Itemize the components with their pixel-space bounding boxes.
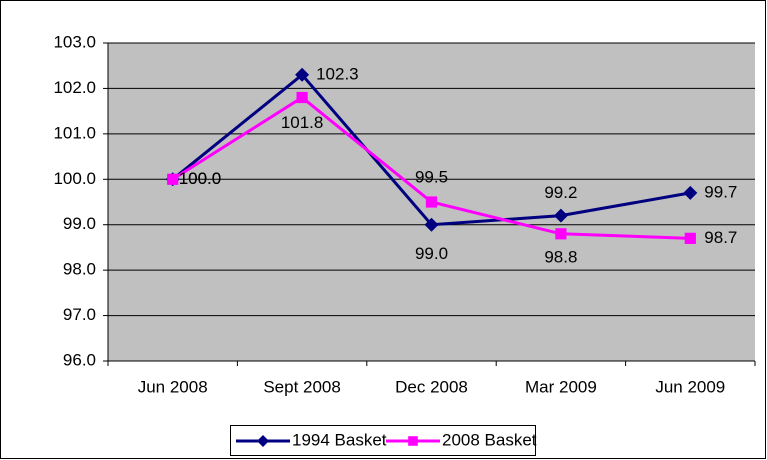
marker: [684, 232, 696, 244]
y-tick-label: 96.0: [63, 350, 96, 369]
data-label: 102.3: [316, 64, 359, 83]
y-tick-label: 100.0: [53, 169, 96, 188]
marker: [683, 185, 698, 200]
x-tick-label: Jun 2008: [138, 377, 208, 396]
y-tick-label: 102.0: [53, 78, 96, 97]
x-tick-label: Sept 2008: [263, 377, 341, 396]
marker: [553, 208, 568, 223]
data-label: 99.2: [544, 183, 577, 202]
legend-label: 1994 Basket: [292, 430, 387, 449]
marker: [167, 173, 179, 185]
data-label: 100.0: [179, 169, 222, 188]
marker: [424, 217, 439, 232]
marker: [425, 196, 438, 208]
marker: [408, 436, 418, 446]
data-label: 100.0: [179, 169, 222, 188]
marker: [555, 228, 567, 240]
data-label: 101.8: [281, 113, 324, 132]
marker: [257, 435, 269, 447]
data-label: 99.5: [415, 167, 448, 186]
y-tick-label: 98.0: [63, 260, 96, 279]
x-tick-label: Jun 2009: [655, 377, 725, 396]
y-tick-label: 97.0: [63, 305, 96, 324]
legend-label: 2008 Basket: [442, 430, 537, 449]
data-label: 99.7: [704, 182, 737, 201]
marker: [296, 91, 308, 104]
data-label: 99.0: [415, 244, 448, 263]
data-label: 98.7: [704, 228, 737, 247]
marker: [295, 67, 310, 82]
y-tick-label: 99.0: [63, 214, 96, 233]
y-tick-label: 103.0: [53, 32, 96, 51]
data-label: 98.8: [544, 247, 577, 266]
y-tick-label: 101.0: [53, 123, 96, 142]
x-tick-label: Mar 2009: [525, 377, 597, 396]
x-tick-label: Dec 2008: [395, 377, 468, 396]
